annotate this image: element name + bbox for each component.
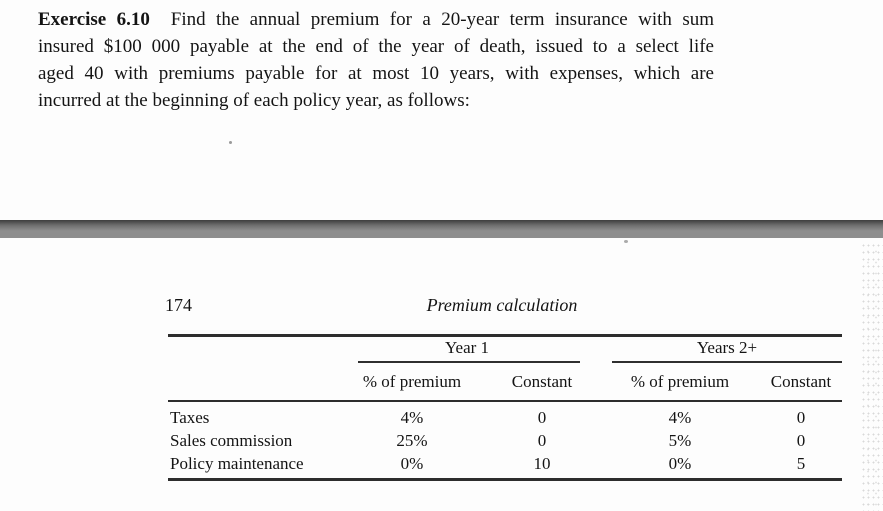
table-row: Policy maintenance 0% 10 0% 5	[168, 453, 842, 475]
table-rule-mid	[168, 400, 842, 402]
table-group-header-row: Year 1 Years 2+	[168, 337, 842, 359]
divider-band	[0, 220, 883, 238]
cell-value: 0	[796, 408, 806, 427]
scan-speck	[624, 240, 628, 243]
cell-value: 0	[537, 431, 547, 450]
row-label-policy-maintenance: Policy maintenance	[170, 454, 304, 473]
group-underline-year1	[358, 361, 580, 363]
scan-texture-strip	[861, 242, 883, 511]
row-label-taxes: Taxes	[170, 408, 210, 427]
page-number: 174	[165, 295, 192, 315]
group-underline-years2plus	[612, 361, 842, 363]
exercise-text-1: Find the annual premium for a 20-year te…	[170, 9, 715, 30]
expenses-table: Year 1 Years 2+ % of premium Constant % …	[168, 330, 842, 486]
subheader-constant-2: Constant	[770, 372, 832, 391]
subheader-pct-premium-2: % of premium	[630, 372, 730, 391]
table-row: Taxes 4% 0 4% 0	[168, 407, 842, 429]
exercise-line-4: incurred at the beginning of each policy…	[38, 90, 470, 111]
cell-value: 0%	[668, 454, 692, 473]
exercise-paragraph: Exercise 6.10 Find the annual premium fo…	[38, 6, 714, 114]
exercise-line-1: Exercise 6.10 Find the annual premium fo…	[38, 6, 714, 33]
running-title: Premium calculation	[426, 295, 578, 315]
cell-value: 0	[796, 431, 806, 450]
cell-value: 10	[533, 454, 551, 473]
cell-value: 25%	[396, 431, 428, 450]
cell-value: 4%	[400, 408, 424, 427]
group-header-year1: Year 1	[444, 338, 490, 357]
table-subheader-row: % of premium Constant % of premium Const…	[168, 371, 842, 393]
group-header-years2plus: Years 2+	[696, 338, 758, 357]
subheader-constant-1: Constant	[511, 372, 573, 391]
exercise-number: Exercise 6.10	[38, 9, 150, 30]
subheader-pct-premium-1: % of premium	[362, 372, 462, 391]
row-label-sales-commission: Sales commission	[170, 431, 293, 450]
table-rule-top	[168, 334, 842, 337]
cell-value: 4%	[668, 408, 692, 427]
table-rule-bottom	[168, 478, 842, 481]
cell-value: 5%	[668, 431, 692, 450]
cell-value: 5	[796, 454, 806, 473]
exercise-line-3: aged 40 with premiums payable for at mos…	[38, 63, 714, 84]
cell-value: 0%	[400, 454, 424, 473]
table-row: Sales commission 25% 0 5% 0	[168, 430, 842, 452]
cell-value: 0	[537, 408, 547, 427]
scan-speck	[229, 141, 232, 144]
exercise-line-2: insured $100 000 payable at the end of t…	[38, 36, 714, 57]
